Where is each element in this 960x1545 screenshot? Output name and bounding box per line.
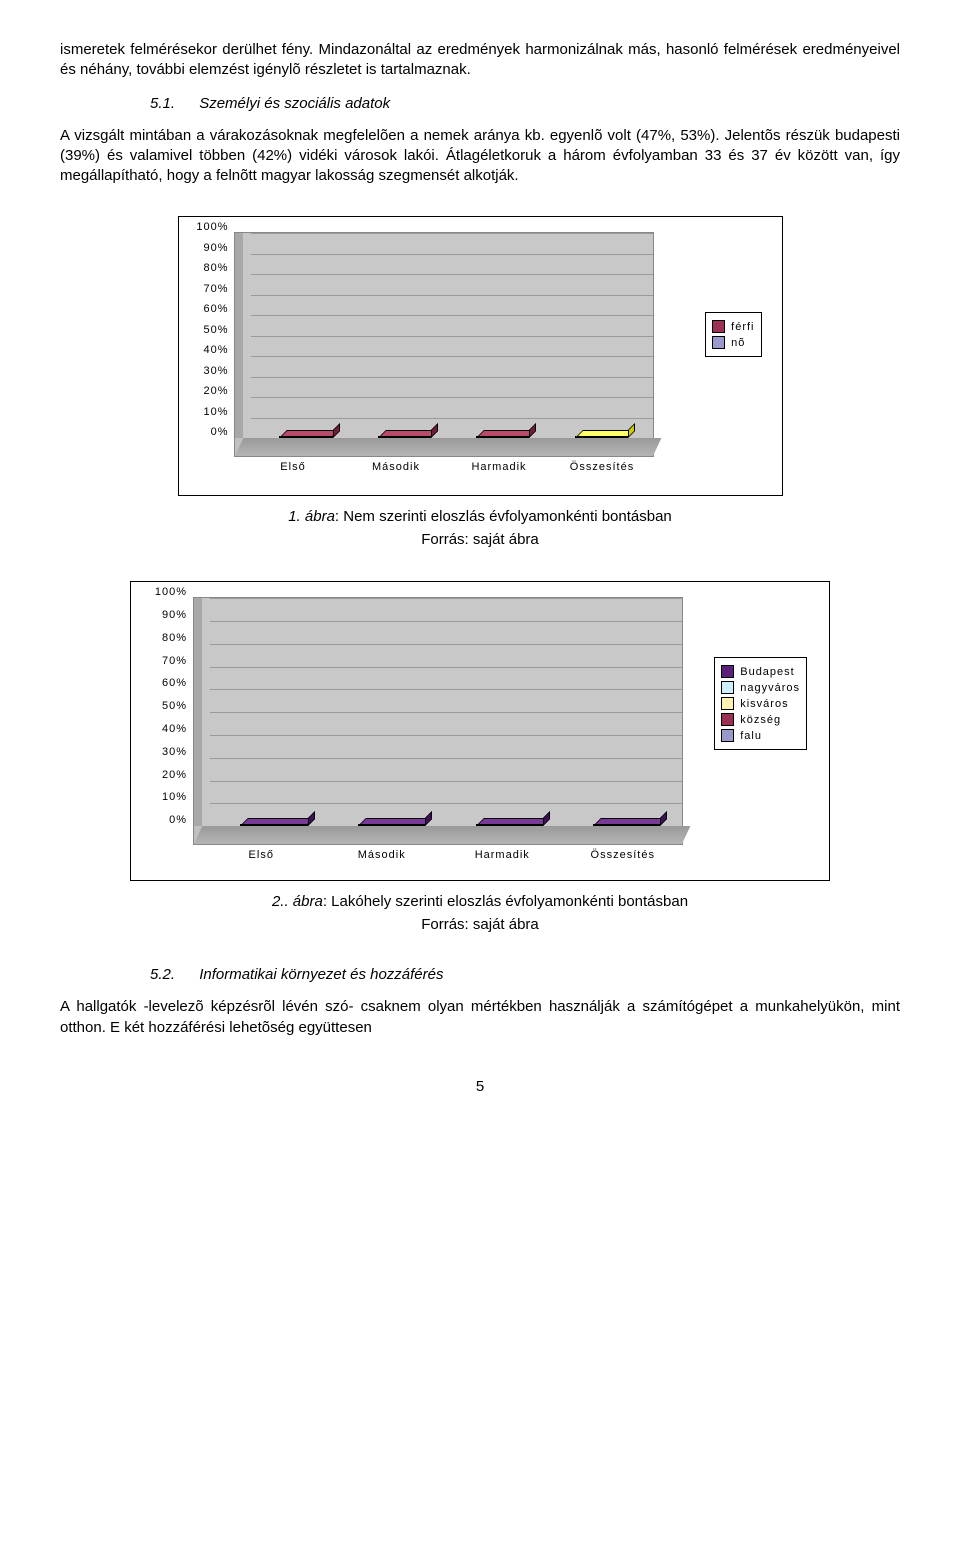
chart-location-distribution: 0%10%20%30%40%50%60%70%80%90%100% ElsőMá…: [130, 581, 830, 881]
section-5-1-heading: 5.1. Személyi és szociális adatok: [150, 95, 900, 112]
chart2-plot: [193, 597, 683, 845]
paragraph-3: A hallgatók -levelezõ képzésrõl lévén sz…: [60, 997, 900, 1038]
page-number: 5: [60, 1078, 900, 1095]
chart2-y-axis: 0%10%20%30%40%50%60%70%80%90%100%: [139, 592, 187, 830]
section-title: Személyi és szociális adatok: [199, 95, 390, 112]
section-5-2-heading: 5.2. Informatikai környezet és hozzáféré…: [150, 966, 900, 983]
chart1-legend: férfinõ: [705, 312, 761, 357]
section-number: 5.2.: [150, 966, 175, 983]
chart1-caption: 1. ábra: Nem szerinti eloszlás évfolyamo…: [60, 506, 900, 551]
section-number: 5.1.: [150, 95, 175, 112]
chart2-legend: Budapestnagyvároskisvárosközségfalu: [714, 657, 807, 750]
chart2-x-axis: ElsőMásodikHarmadikÖsszesítés: [201, 849, 683, 869]
chart1-plot: [234, 232, 654, 457]
chart1-y-axis: 0%10%20%30%40%50%60%70%80%90%100%: [184, 227, 229, 442]
paragraph-2: A vizsgált mintában a várakozásoknak meg…: [60, 126, 900, 187]
paragraph-1: ismeretek felmérésekor derülhet fény. Mi…: [60, 40, 900, 81]
chart2-caption: 2.. ábra: Lakóhely szerinti eloszlás évf…: [60, 891, 900, 936]
chart1-x-axis: ElsőMásodikHarmadikÖsszesítés: [242, 461, 654, 481]
chart-gender-distribution: 0%10%20%30%40%50%60%70%80%90%100% ElsőMá…: [178, 216, 783, 496]
section-title: Informatikai környezet és hozzáférés: [199, 966, 443, 983]
